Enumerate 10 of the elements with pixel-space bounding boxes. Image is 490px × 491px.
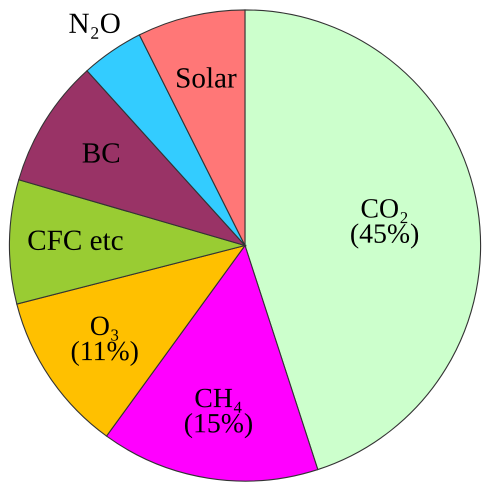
slice-label: CH₄ bbox=[195, 388, 242, 413]
data-label: (11%) bbox=[72, 340, 138, 366]
slice-label: Solar bbox=[177, 67, 236, 88]
slice-label: N₂O bbox=[69, 14, 120, 39]
data-label: (45%) bbox=[351, 223, 418, 249]
slice-label: O₃ bbox=[90, 316, 118, 341]
slice-label: CFC etc bbox=[28, 230, 123, 250]
slice-label: CO₂ bbox=[362, 199, 408, 224]
data-label: (15%) bbox=[184, 413, 252, 438]
slice-label: BC bbox=[82, 143, 120, 163]
